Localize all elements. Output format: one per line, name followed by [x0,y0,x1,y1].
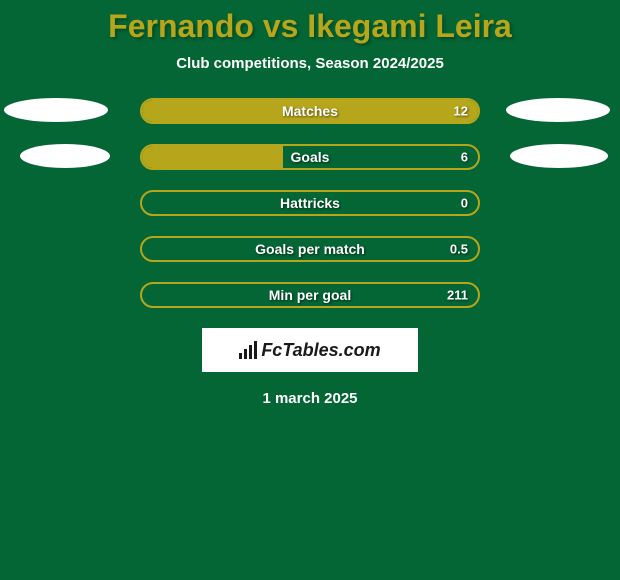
stat-row-label: Matches [142,103,478,119]
stat-row-matches: Matches 12 [140,98,480,124]
stat-row-goals-per-match: Goals per match 0.5 [140,236,480,262]
stat-row-value: 0.5 [450,242,468,257]
bar-chart-icon [239,341,257,359]
stat-rows: Matches 12 Goals 6 Hattricks 0 Goals per… [140,98,480,308]
right-avatars [506,98,616,190]
stat-row-label: Goals [142,149,478,165]
avatar-placeholder [510,144,608,168]
stat-row-label: Min per goal [142,287,478,303]
page-title: Fernando vs Ikegami Leira [0,0,620,45]
stat-row-value: 211 [447,288,468,303]
comparison-infographic: Fernando vs Ikegami Leira Club competiti… [0,0,620,580]
stat-row-value: 6 [461,150,468,165]
stats-content: Matches 12 Goals 6 Hattricks 0 Goals per… [0,98,620,407]
date-text: 1 march 2025 [0,390,620,407]
stat-row-min-per-goal: Min per goal 211 [140,282,480,308]
stat-row-label: Hattricks [142,195,478,211]
stat-row-value: 0 [461,196,468,211]
stat-row-value: 12 [454,104,468,119]
player2-name: Ikegami Leira [307,8,512,44]
avatar-placeholder [506,98,610,122]
avatar-placeholder [4,98,108,122]
logo-text: FcTables.com [261,340,380,361]
player1-name: Fernando [108,8,254,44]
subtitle: Club competitions, Season 2024/2025 [0,55,620,72]
logo-box: FcTables.com [202,328,418,372]
stat-row-label: Goals per match [142,241,478,257]
stat-row-hattricks: Hattricks 0 [140,190,480,216]
avatar-placeholder [20,144,110,168]
left-avatars [4,98,114,190]
stat-row-goals: Goals 6 [140,144,480,170]
vs-text: vs [263,8,299,44]
